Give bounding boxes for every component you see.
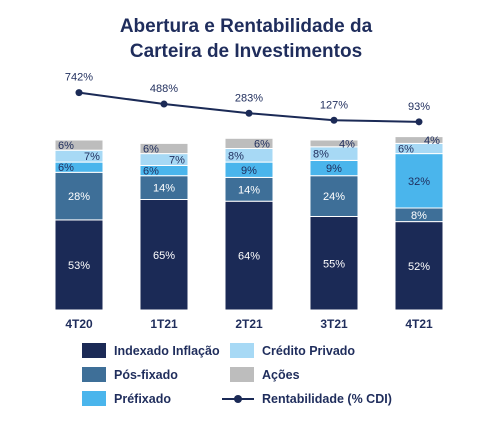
legend-label-rentabilidade: Rentabilidade (% CDI) [262,391,392,406]
x-tick-label-3T21: 3T21 [320,317,348,331]
rentabilidade-point-4T21 [415,118,423,126]
data-label-posfixado-4T20: 28% [68,191,90,203]
bar-segment-acoes-2T21 [224,137,274,150]
data-label-acoes-4T21: 4% [424,135,440,147]
x-tick-label-4T21: 4T21 [405,317,433,331]
bar-segment-indexado-3T21 [309,216,359,311]
legend-item-acoes: Ações [230,367,300,382]
data-label-credito-1T21: 7% [169,155,185,167]
data-label-prefixado-4T21: 32% [408,176,430,188]
data-label-indexado-1T21: 65% [153,250,175,262]
data-label-prefixado-2T21: 9% [241,165,257,177]
data-label-acoes-3T21: 4% [339,138,355,150]
bar-segment-indexado-2T21 [224,200,274,311]
data-label-prefixado-3T21: 9% [326,163,342,175]
bar-segment-acoes-1T21 [139,142,189,155]
data-label-posfixado-4T21: 8% [411,210,427,222]
rentabilidade-label-3T21: 127% [320,99,348,111]
data-label-prefixado-4T20: 6% [58,162,74,174]
legend-swatch-prefixado [82,391,106,406]
bar-segment-indexado-4T21 [394,221,444,311]
bar-segment-acoes-3T21 [309,139,359,148]
data-label-credito-4T20: 7% [84,151,100,163]
bar-segment-indexado-1T21 [139,199,189,311]
bar-segment-acoes-4T20 [54,139,104,151]
title-line-2: Carteira de Investimentos [129,41,363,62]
x-tick-label-2T21: 2T21 [235,317,263,331]
legend-label-acoes: Ações [262,367,300,382]
data-label-posfixado-3T21: 24% [323,191,345,203]
legend-label-credito: Crédito Privado [262,343,356,358]
legend-label-indexado: Indexado Inflação [114,343,220,358]
data-label-acoes-2T21: 6% [254,138,270,150]
data-label-credito-4T21: 6% [398,144,414,156]
data-label-prefixado-1T21: 6% [143,166,159,178]
data-label-credito-3T21: 8% [313,149,329,161]
bar-segment-prefixado-4T21 [394,153,444,209]
data-label-indexado-3T21: 55% [323,258,345,270]
legend-swatch-posfixado [82,367,106,382]
x-tick-label-4T20: 4T20 [65,317,93,331]
x-tick-label-1T21: 1T21 [150,317,178,331]
bar-segment-posfixado-4T20 [54,171,104,221]
rentabilidade-point-2T21 [245,109,253,117]
bar-segment-acoes-4T21 [394,136,444,144]
data-label-indexado-4T21: 52% [408,261,430,273]
legend-item-rentabilidade: Rentabilidade (% CDI) [222,391,392,406]
title-line-1: Abertura e Rentabilidade da [119,16,373,37]
legend-item-prefixado: Préfixado [82,391,171,406]
legend-swatch-rentabilidade [222,391,254,406]
rentabilidade-label-4T21: 93% [408,101,430,113]
bar-segment-posfixado-3T21 [309,175,359,217]
data-label-credito-2T21: 8% [228,150,244,162]
data-label-posfixado-1T21: 14% [153,183,175,195]
legend-item-posfixado: Pós-fixado [82,367,178,382]
data-label-indexado-4T20: 53% [68,260,90,272]
rentabilidade-label-1T21: 488% [150,83,178,95]
rentabilidade-point-3T21 [330,116,338,124]
bar-segment-indexado-4T20 [54,219,104,311]
data-label-indexado-2T21: 64% [238,251,260,263]
rentabilidade-point-1T21 [160,100,168,108]
rentabilidade-label-2T21: 283% [235,92,263,104]
legend-swatch-acoes [230,367,254,382]
legend-item-credito: Crédito Privado [230,343,355,358]
data-label-posfixado-2T21: 14% [238,184,260,196]
chart-plot: 53% 28% 6% 7% 6% 4T20 65% 14% 6% 7% 6% 1T21 64% 14% 9%… [54,72,444,331]
rentabilidade-point-4T20 [75,89,83,97]
legend-item-indexado: Indexado Inflação [82,343,220,358]
legend-label-posfixado: Pós-fixado [114,367,178,382]
legend-label-prefixado: Préfixado [114,391,171,406]
data-label-acoes-1T21: 6% [143,144,159,156]
data-label-acoes-4T20: 6% [58,140,74,152]
rentabilidade-label-4T20: 742% [65,72,93,84]
legend-swatch-indexado [82,343,106,358]
chart-title: Abertura e Rentabilidade da Carteira de … [0,14,492,64]
legend-swatch-credito [230,343,254,358]
